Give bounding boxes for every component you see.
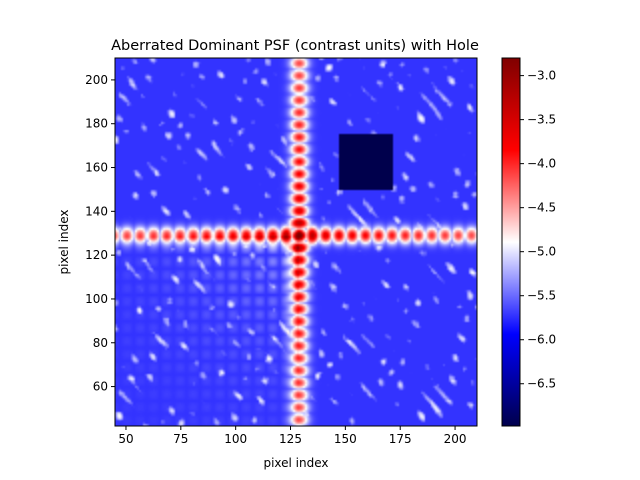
chart-title: Aberrated Dominant PSF (contrast units) … [111,38,479,54]
colorbar-tick-label: −5.5 [527,289,556,303]
y-axis-label: pixel index [57,209,71,274]
x-axis-label: pixel index [263,456,328,470]
x-tick-label: 100 [224,432,247,446]
y-tick-label: 180 [85,117,108,131]
y-tick-label: 160 [85,161,108,175]
y-tick-label: 200 [85,73,108,87]
colorbar-tick-label: −3.0 [527,69,556,83]
colorbar: −3.0 −3.5 −4.0 −4.5 −5.0 −5.5 −6.0 −6.5 [501,57,556,427]
x-tick-label: 175 [389,432,412,446]
colorbar-tick-label: −3.5 [527,113,556,127]
x-tick-label: 125 [279,432,302,446]
colorbar-tick-label: −6.0 [527,333,556,347]
plot-frame [114,57,478,427]
colorbar-gradient [501,57,521,427]
colorbar-tick-label: −6.5 [527,377,556,391]
y-tick-label: 140 [85,204,108,218]
x-axis: 50 75 100 125 150 175 200 [118,426,467,446]
y-axis: 60 80 100 120 140 160 180 200 [85,73,115,394]
y-tick-label: 120 [85,248,108,262]
colorbar-tick-label: −4.0 [527,157,556,171]
colorbar-tick-label: −5.0 [527,245,556,259]
x-tick-label: 200 [444,432,467,446]
x-tick-label: 150 [334,432,357,446]
y-tick-label: 100 [85,292,108,306]
colorbar-tick-label: −4.5 [527,201,556,215]
x-tick-label: 75 [173,432,188,446]
heatmap-image [115,58,477,426]
heatmap-plot-area [114,57,478,427]
y-tick-label: 80 [93,336,108,350]
colorbar-ticks: −3.0 −3.5 −4.0 −4.5 −5.0 −5.5 −6.0 −6.5 [520,69,556,391]
x-tick-label: 50 [118,432,133,446]
y-tick-label: 60 [93,380,108,394]
